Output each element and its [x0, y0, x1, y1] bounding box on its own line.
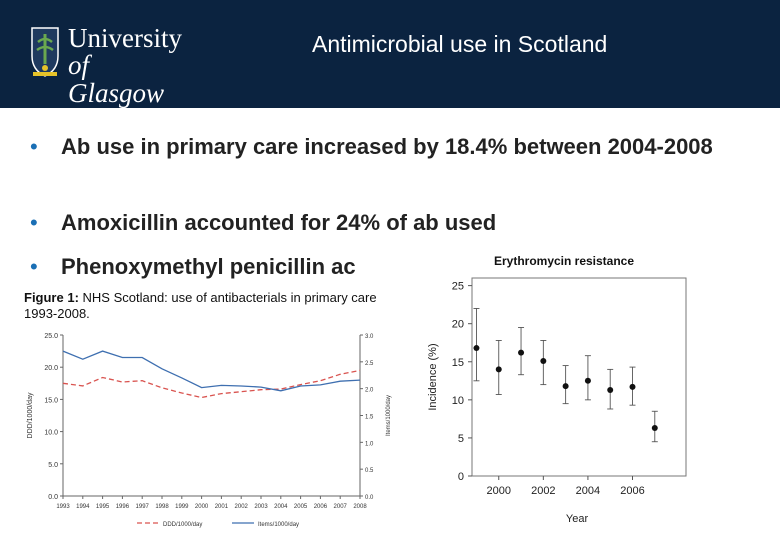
x-tick-label: 2000	[487, 485, 511, 497]
slide-title: Antimicrobial use in Scotland	[312, 31, 608, 57]
y-tick-label: 25	[452, 281, 464, 293]
y-axis-title: DDD/1000/day	[27, 392, 34, 438]
x-tick-label: 1999	[175, 504, 189, 510]
y2-tick-label: 2.5	[365, 361, 374, 367]
bullet-text: Amoxicillin accounted for 24% of ab used	[61, 210, 497, 235]
y-tick-label: 20	[452, 319, 464, 331]
x-tick-label: 2005	[294, 504, 308, 510]
legend-label: DDD/1000/day	[163, 522, 202, 528]
x-tick-label: 2003	[254, 504, 268, 510]
data-point	[629, 383, 636, 390]
y-tick-label: 25.0	[44, 333, 58, 340]
y2-tick-label: 2.0	[365, 388, 374, 394]
bullet-item: • Phenoxymethyl penicillin ac	[30, 253, 730, 281]
bullet-icon: •	[30, 134, 38, 159]
x-tick-label: 2004	[274, 504, 288, 510]
university-logo: University of Glasgow	[30, 22, 190, 107]
x-tick-label: 2006	[314, 504, 328, 510]
x-tick-label: 2000	[195, 504, 209, 510]
bullet-item: • Ab use in primary care increased by 18…	[30, 133, 770, 189]
erythromycin-resistance-chart: Erythromycin resistance 0 5 10 15 20 25 2000 200…	[420, 245, 696, 533]
series-line-ddd	[62, 369, 361, 399]
y2-tick-label: 0.0	[365, 495, 374, 501]
logo-line-1: University	[68, 23, 182, 53]
logo-line-2: of Glasgow	[68, 50, 165, 108]
bullet-icon: •	[30, 254, 38, 279]
x-tick-label: 1998	[155, 504, 169, 510]
data-point	[607, 386, 614, 393]
bullet-text: Phenoxymethyl penicillin ac	[61, 254, 356, 279]
y-tick-label: 15.0	[44, 397, 58, 404]
x-tick-label: 2004	[576, 485, 600, 497]
figure1-label: Figure 1:	[24, 290, 79, 305]
bullet-item: • Amoxicillin accounted for 24% of ab us…	[30, 209, 730, 237]
data-point	[495, 366, 502, 373]
x-tick-label: 1993	[56, 504, 70, 510]
y2-tick-label: 3.0	[365, 334, 374, 340]
y-tick-label: 5.0	[48, 462, 58, 469]
x-tick-label: 1996	[116, 504, 130, 510]
figure1-years: 1993-2008.	[24, 306, 90, 321]
x-tick-label: 2008	[353, 504, 367, 510]
figure1-caption: Figure 1: NHS Scotland: use of antibacte…	[24, 290, 404, 322]
data-point	[473, 345, 480, 352]
slide-header: University of Glasgow Antimicrobial use …	[0, 0, 780, 108]
x-tick-label: 2002	[235, 504, 249, 510]
data-point	[518, 349, 525, 356]
x-tick-label: 1995	[96, 504, 110, 510]
data-point	[651, 425, 658, 432]
y-tick-label: 0	[458, 471, 464, 483]
y-tick-label: 10.0	[44, 430, 58, 437]
y-axis-title: Incidence (%)	[427, 343, 439, 410]
x-tick-label: 2002	[531, 485, 555, 497]
crest-icon	[31, 27, 59, 77]
x-tick-label: 2007	[334, 504, 348, 510]
bullet-text: Ab use in primary care increased by 18.4…	[61, 134, 713, 159]
y-tick-label: 0.0	[48, 494, 58, 501]
antibacterial-use-chart: 0.0 5.0 10.0 15.0 20.0 25.0 0.0 0.5 1.0 1.5 2.0 2.5…	[22, 322, 396, 534]
plot-frame	[471, 277, 687, 477]
y-tick-label: 5	[458, 433, 464, 445]
chart2-title: Erythromycin resistance	[494, 254, 634, 268]
y2-axis-title: Items/1000/day	[386, 395, 392, 436]
y2-tick-label: 1.0	[365, 441, 374, 447]
y-tick-label: 15	[452, 357, 464, 369]
data-point	[562, 383, 569, 390]
x-tick-label: 2006	[620, 485, 644, 497]
y2-tick-label: 1.5	[365, 415, 374, 421]
data-point	[540, 358, 547, 365]
data-point	[584, 377, 591, 384]
x-tick-label: 1997	[136, 504, 150, 510]
series-line-items	[62, 350, 361, 392]
x-axis-title: Year	[566, 513, 589, 525]
y2-tick-label: 0.5	[365, 468, 374, 474]
x-tick-label: 2001	[215, 504, 229, 510]
bullet-icon: •	[30, 210, 38, 235]
y-tick-label: 10	[452, 395, 464, 407]
figure1-title: NHS Scotland: use of antibacterials in p…	[78, 290, 377, 305]
x-tick-label: 1994	[76, 504, 90, 510]
legend-label: Items/1000/day	[258, 522, 299, 528]
y-tick-label: 20.0	[44, 365, 58, 372]
